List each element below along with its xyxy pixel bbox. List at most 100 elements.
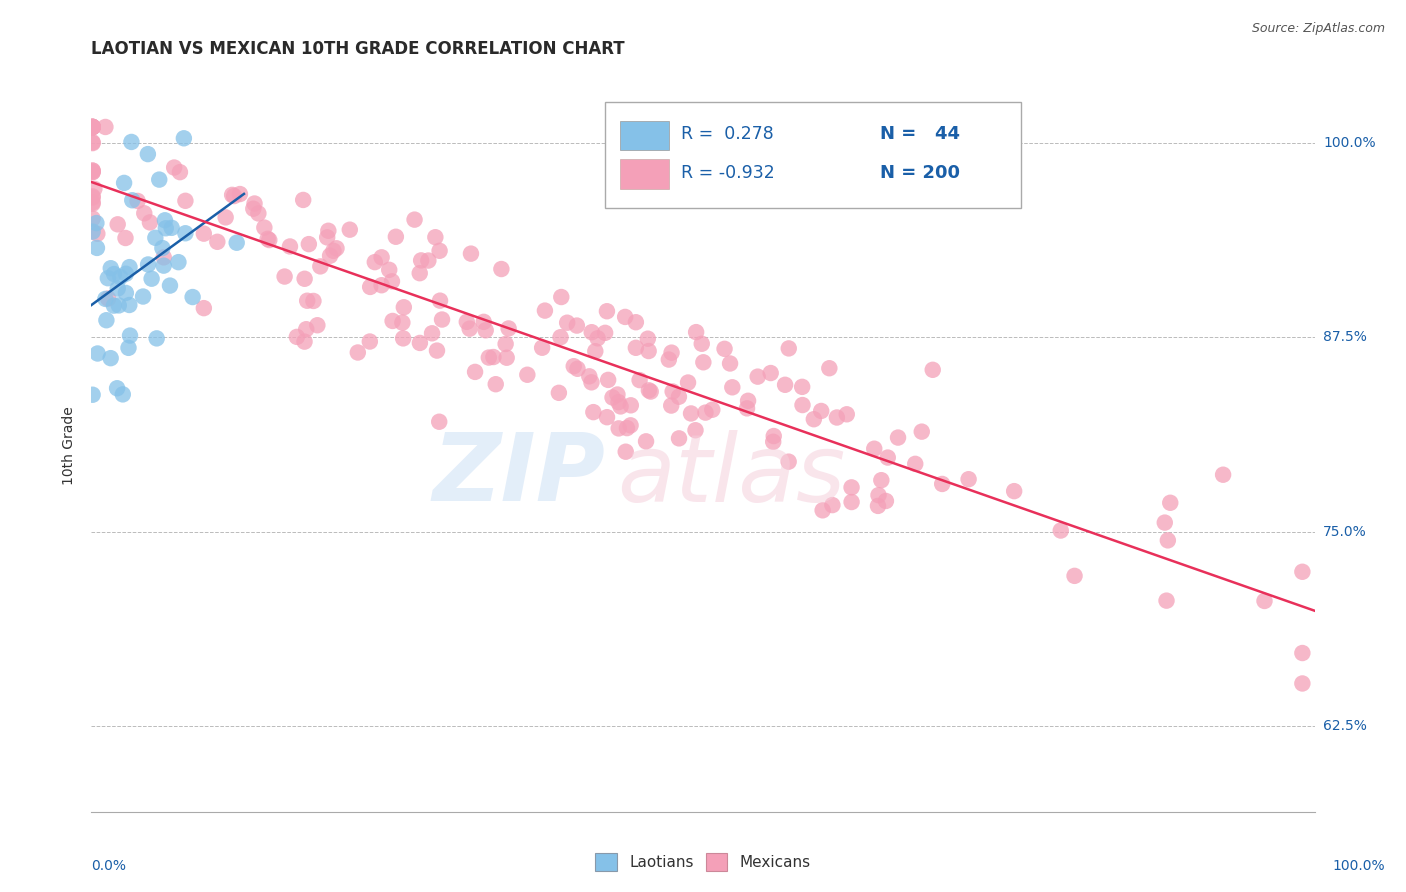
Point: [1157, 533, 1180, 548]
Text: ZIP: ZIP: [432, 429, 605, 521]
Point: [114, 231, 136, 245]
Point: [339, 222, 361, 236]
Point: [243, 196, 266, 211]
Point: [1063, 569, 1085, 583]
Point: [582, 405, 605, 419]
Point: [616, 421, 638, 435]
Point: [866, 499, 889, 513]
Point: [427, 415, 450, 429]
Point: [562, 359, 585, 374]
Point: [82, 163, 104, 178]
Point: [1253, 594, 1275, 608]
Point: [619, 418, 641, 433]
Point: [259, 233, 281, 247]
Point: [620, 398, 643, 412]
Point: [628, 373, 651, 387]
Text: N = 200: N = 200: [880, 164, 960, 182]
Point: [107, 298, 129, 312]
Point: [868, 488, 890, 502]
Point: [103, 299, 125, 313]
Point: [107, 281, 129, 295]
Point: [661, 384, 683, 399]
Point: [82, 196, 104, 211]
Point: [307, 318, 329, 333]
Point: [110, 270, 132, 285]
Point: [273, 269, 295, 284]
Text: 75.0%: 75.0%: [1323, 524, 1367, 539]
Point: [818, 361, 841, 376]
Point: [773, 377, 796, 392]
Point: [581, 376, 603, 390]
Point: [292, 193, 315, 207]
Point: [325, 241, 347, 255]
Point: [134, 206, 156, 220]
Point: [295, 293, 318, 308]
Point: [634, 434, 657, 449]
Point: [181, 290, 204, 304]
Point: [409, 335, 432, 350]
Point: [82, 189, 104, 203]
Legend: Laotians, Mexicans: Laotians, Mexicans: [589, 847, 817, 877]
Point: [224, 189, 246, 203]
Point: [82, 211, 104, 226]
Point: [82, 388, 104, 402]
Point: [107, 217, 129, 231]
Point: [115, 267, 138, 281]
Point: [105, 381, 128, 395]
Point: [83, 182, 105, 196]
Point: [430, 312, 453, 326]
Point: [1156, 593, 1178, 607]
Point: [82, 120, 104, 134]
Point: [117, 341, 139, 355]
Point: [887, 431, 910, 445]
Point: [309, 260, 332, 274]
Point: [495, 337, 517, 351]
Point: [695, 406, 717, 420]
Point: [534, 303, 557, 318]
Point: [762, 429, 785, 443]
Point: [139, 215, 162, 229]
Point: [94, 292, 117, 306]
FancyBboxPatch shape: [620, 120, 669, 150]
Point: [957, 472, 980, 486]
Point: [391, 316, 413, 330]
Point: [148, 172, 170, 186]
Point: [904, 457, 927, 471]
Point: [1159, 496, 1181, 510]
Point: [152, 241, 174, 255]
Point: [381, 274, 404, 288]
Point: [242, 202, 264, 216]
Point: [82, 120, 104, 134]
Point: [1291, 646, 1313, 660]
Point: [82, 190, 104, 204]
Point: [159, 278, 181, 293]
Point: [167, 255, 190, 269]
Point: [737, 393, 759, 408]
Point: [82, 165, 104, 179]
Point: [478, 351, 501, 365]
Point: [82, 225, 104, 239]
Point: [86, 227, 108, 241]
Point: [825, 410, 848, 425]
Point: [221, 187, 243, 202]
Point: [207, 235, 229, 249]
Point: [668, 431, 690, 445]
Point: [121, 194, 143, 208]
Text: atlas: atlas: [617, 430, 845, 521]
Point: [607, 395, 630, 409]
Point: [547, 385, 569, 400]
Point: [583, 344, 606, 359]
Point: [581, 325, 603, 339]
Point: [565, 318, 588, 333]
Point: [425, 230, 447, 244]
Point: [294, 272, 316, 286]
Point: [285, 330, 308, 344]
Point: [685, 423, 707, 437]
Y-axis label: 10th Grade: 10th Grade: [62, 407, 76, 485]
Point: [429, 293, 451, 308]
Point: [685, 325, 707, 339]
Point: [609, 400, 631, 414]
Point: [555, 316, 578, 330]
Point: [160, 220, 183, 235]
Point: [1212, 467, 1234, 482]
